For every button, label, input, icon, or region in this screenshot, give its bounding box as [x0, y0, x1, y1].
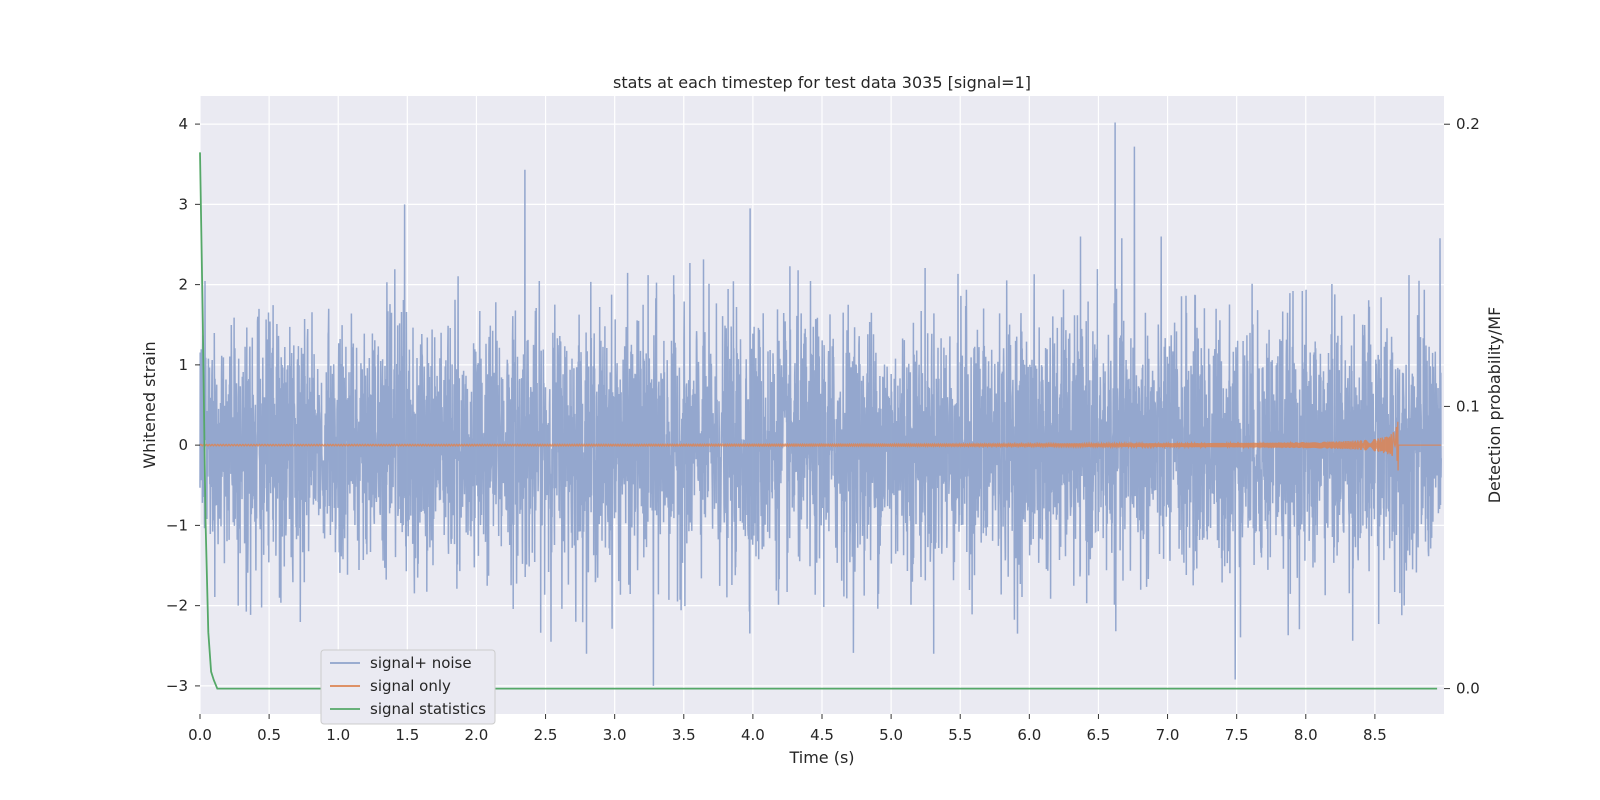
y-tick-label: −1 — [166, 516, 188, 534]
legend: signal+ noise signal only signal statist… — [320, 649, 496, 725]
y2-tick-label: 0.1 — [1456, 397, 1480, 415]
x-tick-label: 7.5 — [1225, 726, 1249, 744]
signal-only-line — [199, 421, 1442, 471]
y-tick-label: −3 — [166, 677, 188, 695]
x-tick-label: 3.5 — [672, 726, 696, 744]
x-tick-label: 2.5 — [534, 726, 558, 744]
chart-title: stats at each timestep for test data 303… — [613, 73, 1031, 92]
x-tick-label: 5.5 — [948, 726, 972, 744]
axis-ticks: 0.0 0.5 1.0 1.5 2.0 2.5 3.0 3.5 4.0 4.5 5.0 5.5 6.0 6… — [166, 115, 1480, 744]
x-tick-label: 6.5 — [1087, 726, 1111, 744]
y-tick-label: 2 — [178, 276, 188, 294]
y2-tick-label: 0.0 — [1456, 680, 1480, 698]
x-tick-label: 8.5 — [1363, 726, 1387, 744]
x-tick-label: 8.0 — [1294, 726, 1318, 744]
signal-statistics-series — [199, 152, 1438, 690]
y-tick-label: −2 — [166, 597, 188, 615]
x-tick-label: 6.0 — [1017, 726, 1041, 744]
signal-statistics-line — [199, 152, 1438, 690]
legend-label-signal: signal only — [370, 677, 451, 695]
x-tick-label: 7.0 — [1156, 726, 1180, 744]
x-tick-label: 4.0 — [741, 726, 765, 744]
x-tick-label: 1.5 — [395, 726, 419, 744]
y-tick-label: 0 — [178, 436, 188, 454]
legend-box — [320, 649, 496, 725]
y2-axis-label: Detection probability/MF — [1485, 307, 1504, 504]
signal-noise-series — [199, 122, 1442, 686]
x-tick-label: 0.5 — [257, 726, 281, 744]
x-tick-label: 1.0 — [326, 726, 350, 744]
y-axis-label: Whitened strain — [140, 341, 159, 468]
x-tick-label: 3.0 — [603, 726, 627, 744]
y-tick-label: 4 — [178, 115, 188, 133]
x-tick-label: 2.0 — [465, 726, 489, 744]
legend-label-stats: signal statistics — [370, 700, 486, 718]
signal-noise-line — [199, 122, 1442, 686]
y-tick-label: 1 — [178, 356, 188, 374]
x-tick-label: 4.5 — [810, 726, 834, 744]
x-axis-label: Time (s) — [788, 748, 854, 767]
y-tick-label: 3 — [178, 195, 188, 213]
signal-only-series — [199, 421, 1442, 471]
y2-tick-label: 0.2 — [1456, 115, 1480, 133]
x-tick-label: 5.0 — [879, 726, 903, 744]
legend-label-noise: signal+ noise — [370, 654, 472, 672]
x-tick-label: 0.0 — [188, 726, 212, 744]
